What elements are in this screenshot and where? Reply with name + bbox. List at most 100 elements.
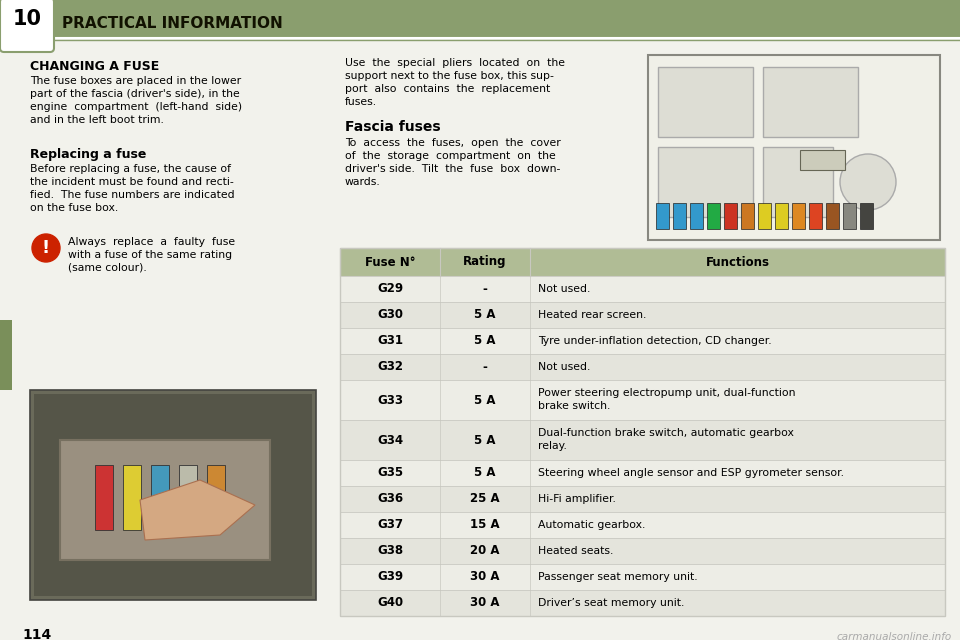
Text: fied.  The fuse numbers are indicated: fied. The fuse numbers are indicated [30, 190, 234, 200]
Text: G37: G37 [377, 518, 403, 531]
Bar [340, 512, 945, 538]
Text: brake switch.: brake switch. [538, 401, 611, 411]
Bar [340, 538, 945, 564]
Text: and in the left boot trim.: and in the left boot trim. [30, 115, 164, 125]
Bar [340, 420, 945, 460]
Text: G40: G40 [377, 596, 403, 609]
Text: Tyre under-inflation detection, CD changer.: Tyre under-inflation detection, CD chang… [538, 336, 772, 346]
Text: Heated seats.: Heated seats. [538, 546, 613, 556]
Text: Steering wheel angle sensor and ESP gyrometer sensor.: Steering wheel angle sensor and ESP gyro… [538, 468, 844, 478]
FancyBboxPatch shape [0, 0, 54, 52]
Text: 114: 114 [22, 628, 51, 640]
Bar [656, 203, 669, 229]
Text: Hi-Fi amplifier.: Hi-Fi amplifier. [538, 494, 616, 504]
Bar [860, 203, 873, 229]
Bar [123, 465, 141, 530]
Text: 5 A: 5 A [474, 394, 495, 406]
Text: CHANGING A FUSE: CHANGING A FUSE [30, 60, 159, 73]
Bar [340, 460, 945, 486]
Text: driver's side.  Tilt  the  fuse  box  down-: driver's side. Tilt the fuse box down- [345, 164, 561, 174]
Text: 30 A: 30 A [470, 570, 500, 584]
Text: Not used.: Not used. [538, 284, 590, 294]
Bar [340, 380, 945, 420]
Text: fuses.: fuses. [345, 97, 377, 107]
Bar [340, 328, 945, 354]
Text: Dual-function brake switch, automatic gearbox: Dual-function brake switch, automatic ge… [538, 428, 794, 438]
Text: Fascia fuses: Fascia fuses [345, 120, 441, 134]
Text: support next to the fuse box, this sup-: support next to the fuse box, this sup- [345, 71, 554, 81]
Bar [151, 465, 169, 530]
Bar [340, 590, 945, 616]
Text: G29: G29 [377, 282, 403, 296]
Text: on the fuse box.: on the fuse box. [30, 203, 118, 213]
Text: PRACTICAL INFORMATION: PRACTICAL INFORMATION [62, 17, 283, 31]
Bar [179, 465, 197, 530]
Text: Not used.: Not used. [538, 362, 590, 372]
Text: 25 A: 25 A [470, 493, 500, 506]
Text: Replacing a fuse: Replacing a fuse [30, 148, 146, 161]
Circle shape [840, 154, 896, 210]
Text: with a fuse of the same rating: with a fuse of the same rating [68, 250, 232, 260]
Bar [0, 0, 960, 38]
Text: To  access  the  fuses,  open  the  cover: To access the fuses, open the cover [345, 138, 561, 148]
Text: 5 A: 5 A [474, 467, 495, 479]
Text: relay.: relay. [538, 441, 566, 451]
Bar [340, 486, 945, 512]
Bar [707, 203, 720, 229]
Text: G34: G34 [377, 433, 403, 447]
Text: G36: G36 [377, 493, 403, 506]
Text: Heated rear screen.: Heated rear screen. [538, 310, 646, 320]
Text: Automatic gearbox.: Automatic gearbox. [538, 520, 645, 530]
Text: (same colour).: (same colour). [68, 263, 147, 273]
Bar [0, 320, 12, 390]
Text: engine  compartment  (left-hand  side): engine compartment (left-hand side) [30, 102, 242, 112]
Bar [340, 564, 945, 590]
Bar [800, 150, 845, 170]
Circle shape [32, 234, 60, 262]
Text: Functions: Functions [706, 255, 770, 269]
Text: G30: G30 [377, 308, 403, 321]
Text: -: - [483, 360, 488, 374]
Bar [60, 440, 270, 560]
Bar [673, 203, 686, 229]
Text: 5 A: 5 A [474, 335, 495, 348]
Text: 15 A: 15 A [470, 518, 500, 531]
Bar [763, 147, 833, 217]
Text: Driver’s seat memory unit.: Driver’s seat memory unit. [538, 598, 684, 608]
Bar [340, 276, 945, 302]
Text: 5 A: 5 A [474, 308, 495, 321]
Bar [792, 203, 805, 229]
Text: Passenger seat memory unit.: Passenger seat memory unit. [538, 572, 698, 582]
Text: carmanualsonline.info: carmanualsonline.info [837, 632, 952, 640]
Bar [690, 203, 703, 229]
Bar [775, 203, 788, 229]
Text: The fuse boxes are placed in the lower: The fuse boxes are placed in the lower [30, 76, 241, 86]
Text: Fuse N°: Fuse N° [365, 255, 416, 269]
Text: !: ! [42, 239, 50, 257]
Text: 5 A: 5 A [474, 433, 495, 447]
Text: 10: 10 [12, 9, 41, 29]
Bar [207, 465, 225, 530]
Polygon shape [140, 480, 255, 540]
Bar [758, 203, 771, 229]
Text: G32: G32 [377, 360, 403, 374]
Text: G31: G31 [377, 335, 403, 348]
Text: G39: G39 [377, 570, 403, 584]
Text: part of the fascia (driver's side), in the: part of the fascia (driver's side), in t… [30, 89, 240, 99]
Text: Before replacing a fuse, the cause of: Before replacing a fuse, the cause of [30, 164, 231, 174]
Bar [843, 203, 856, 229]
Bar [30, 390, 316, 600]
Text: of  the  storage  compartment  on  the: of the storage compartment on the [345, 151, 556, 161]
Text: wards.: wards. [345, 177, 381, 187]
Bar [724, 203, 737, 229]
Bar [340, 248, 945, 616]
Text: Use  the  special  pliers  located  on  the: Use the special pliers located on the [345, 58, 565, 68]
Bar [658, 67, 753, 137]
Bar [95, 465, 113, 530]
Text: the incident must be found and recti-: the incident must be found and recti- [30, 177, 233, 187]
Text: Rating: Rating [464, 255, 507, 269]
Text: G33: G33 [377, 394, 403, 406]
Bar [34, 394, 312, 596]
Bar [809, 203, 822, 229]
Bar [340, 354, 945, 380]
